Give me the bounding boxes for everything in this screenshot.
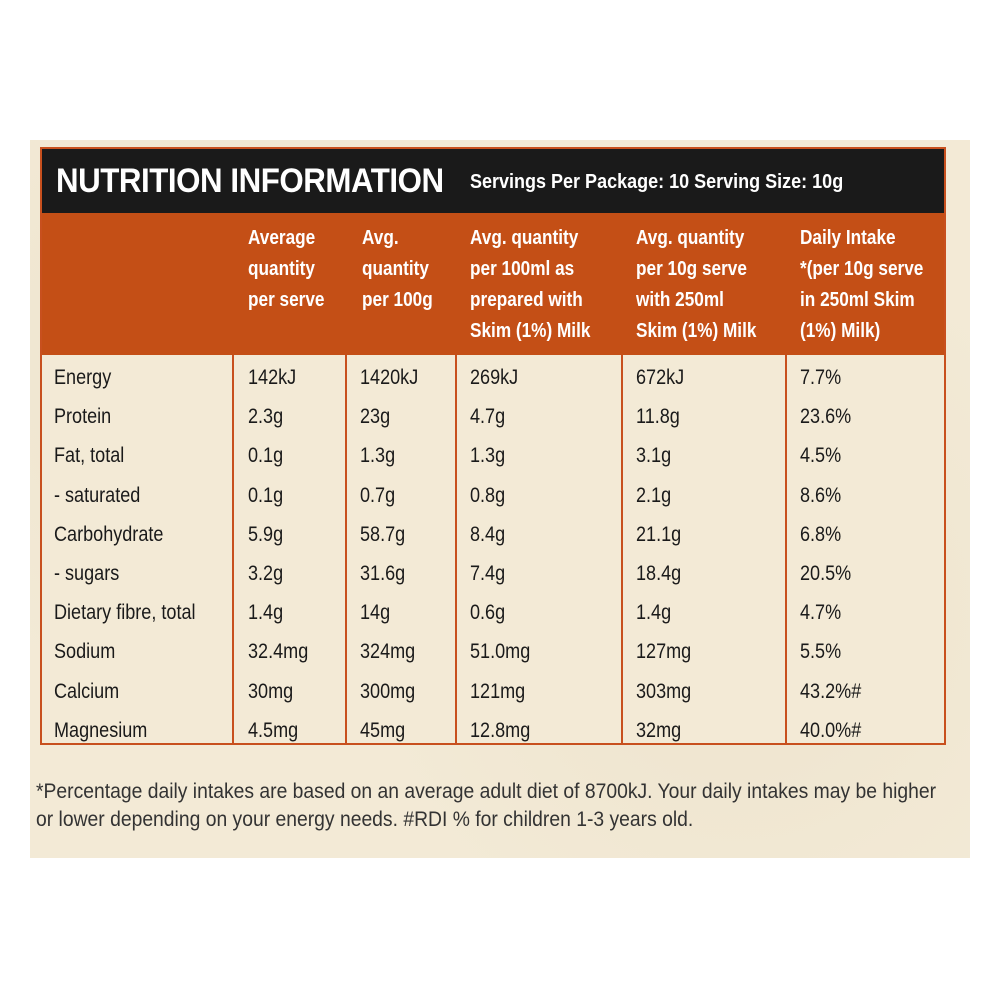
nutrient-name: Magnesium xyxy=(54,718,148,742)
nutrient-value: 40.0%# xyxy=(800,718,862,742)
nutrient-value: 5.9g xyxy=(248,522,284,546)
nutrient-value: 127mg xyxy=(636,640,692,664)
nutrient-value: 7.4g xyxy=(470,562,506,585)
footnote: *Percentage daily intakes are based on a… xyxy=(36,778,937,834)
nutrient-value: 51.0mg xyxy=(470,640,531,664)
nutrient-value: 2.3g xyxy=(248,405,284,429)
column-header: Average quantity per serve xyxy=(248,227,325,311)
column-header: Avg. quantity per 100ml as prepared with… xyxy=(470,227,591,342)
nutrient-value: 1.3g xyxy=(360,444,396,468)
column-divider xyxy=(232,355,234,745)
nutrient-value: 23g xyxy=(360,405,391,429)
column-header: Avg. quantity per 10g serve with 250ml S… xyxy=(636,227,757,342)
nutrient-name: Fat, total xyxy=(54,444,125,468)
nutrient-value: 3.1g xyxy=(636,444,672,468)
nutrient-name: Sodium xyxy=(54,640,116,664)
nutrient-value: 300mg xyxy=(360,679,416,703)
nutrient-value: 32mg xyxy=(636,718,682,742)
nutrient-value: 1.4g xyxy=(248,601,284,625)
table-row: Protein 2.3g 23g 4.7g 11.8g 23.6% xyxy=(42,400,944,439)
nutrient-value: 1420kJ xyxy=(360,366,419,389)
nutrient-value: 672kJ xyxy=(636,366,685,389)
table-row: - sugars 3.2g 31.6g 7.4g 18.4g 20.5% xyxy=(42,557,944,596)
nutrient-value: 58.7g xyxy=(360,522,406,546)
nutrient-name: Dietary fibre, total xyxy=(54,601,196,625)
table-row: Fat, total 0.1g 1.3g 1.3g 3.1g 4.5% xyxy=(42,439,944,478)
table-title: NUTRITION INFORMATION xyxy=(56,161,444,200)
nutrient-value: 4.7g xyxy=(470,405,506,429)
nutrient-name: Protein xyxy=(54,405,112,429)
nutrient-value: 0.7g xyxy=(360,483,396,507)
nutrient-value: 8.6% xyxy=(800,483,842,507)
nutrient-value: 0.8g xyxy=(470,483,506,507)
title-bar: NUTRITION INFORMATION Servings Per Packa… xyxy=(42,149,944,213)
nutrient-value: 43.2%# xyxy=(800,679,862,703)
nutrient-value: 3.2g xyxy=(248,562,284,585)
column-header-row: Average quantity per serve Avg. quantity… xyxy=(42,213,944,355)
footnote-line: *Percentage daily intakes are based on a… xyxy=(36,780,937,803)
nutrient-value: 14g xyxy=(360,601,391,625)
nutrient-value: 45mg xyxy=(360,718,406,742)
nutrient-name: Energy xyxy=(54,366,112,389)
nutrient-value: 2.1g xyxy=(636,483,672,507)
nutrient-value: 142kJ xyxy=(248,366,297,389)
nutrient-value: 1.4g xyxy=(636,601,672,625)
column-divider xyxy=(785,355,787,745)
table-row: Magnesium 4.5mg 45mg 12.8mg 32mg 40.0%# xyxy=(42,714,944,753)
nutrient-value: 4.5mg xyxy=(248,718,299,742)
column-divider xyxy=(455,355,457,745)
nutrient-value: 0.1g xyxy=(248,444,284,468)
nutrient-value: 6.8% xyxy=(800,522,842,546)
nutrient-value: 30mg xyxy=(248,679,294,703)
nutrient-value: 23.6% xyxy=(800,405,852,429)
column-divider xyxy=(621,355,623,745)
nutrient-value: 0.1g xyxy=(248,483,284,507)
nutrient-value: 20.5% xyxy=(800,562,852,585)
nutrient-name: - sugars xyxy=(54,562,120,585)
table-row: Calcium 30mg 300mg 121mg 303mg 43.2%# xyxy=(42,675,944,714)
table-row: Carbohydrate 5.9g 58.7g 8.4g 21.1g 6.8% xyxy=(42,518,944,557)
nutrient-value: 1.3g xyxy=(470,444,506,468)
nutrient-value: 303mg xyxy=(636,679,692,703)
nutrient-value: 324mg xyxy=(360,640,416,664)
nutrient-value: 32.4mg xyxy=(248,640,309,664)
column-divider xyxy=(345,355,347,745)
nutrient-name: Calcium xyxy=(54,679,120,703)
table-row: Energy 142kJ 1420kJ 269kJ 672kJ 7.7% xyxy=(42,361,944,400)
column-header: Avg. quantity per 100g xyxy=(362,227,433,311)
nutrient-value: 121mg xyxy=(470,679,526,703)
nutrient-value: 21.1g xyxy=(636,522,682,546)
nutrient-value: 269kJ xyxy=(470,366,519,389)
nutrient-name: - saturated xyxy=(54,483,141,507)
table-row: Sodium 32.4mg 324mg 51.0mg 127mg 5.5% xyxy=(42,635,944,674)
nutrient-value: 18.4g xyxy=(636,562,682,585)
nutrient-value: 0.6g xyxy=(470,601,506,625)
nutrient-value: 4.7% xyxy=(800,601,842,625)
column-header: Daily Intake *(per 10g serve in 250ml Sk… xyxy=(800,227,924,342)
nutrient-name: Carbohydrate xyxy=(54,522,164,546)
nutrient-value: 5.5% xyxy=(800,640,842,664)
table-row: Dietary fibre, total 1.4g 14g 0.6g 1.4g 4.7% xyxy=(42,596,944,635)
nutrient-value: 31.6g xyxy=(360,562,406,585)
nutrient-value: 11.8g xyxy=(636,405,680,429)
nutrient-value: 7.7% xyxy=(800,366,842,389)
footnote-line: or lower depending on your energy needs.… xyxy=(36,808,694,831)
nutrient-value: 12.8mg xyxy=(470,718,531,742)
nutrient-value: 4.5% xyxy=(800,444,842,468)
table-row: - saturated 0.1g 0.7g 0.8g 2.1g 8.6% xyxy=(42,479,944,518)
nutrient-value: 8.4g xyxy=(470,522,506,546)
servings-info: Servings Per Package: 10 Serving Size: 1… xyxy=(470,171,844,193)
nutrition-table: NUTRITION INFORMATION Servings Per Packa… xyxy=(40,147,946,745)
